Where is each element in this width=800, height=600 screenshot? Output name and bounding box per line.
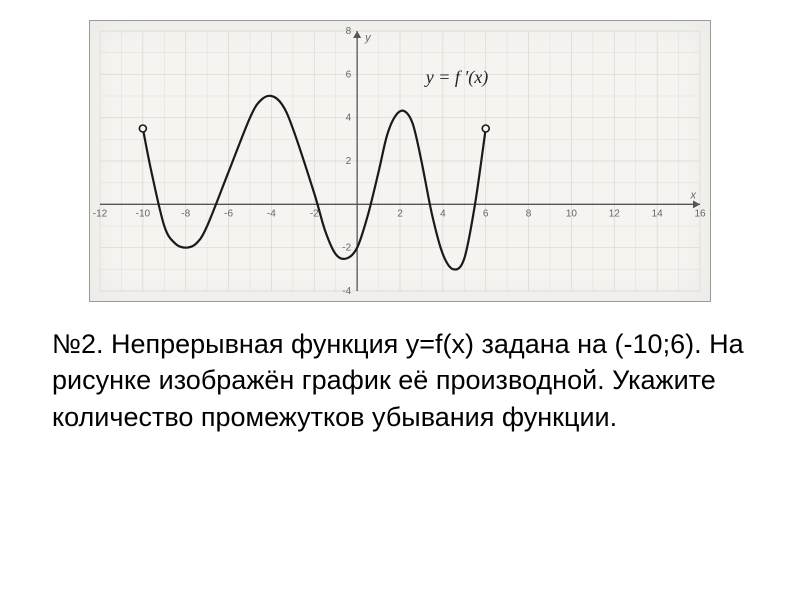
svg-text:12: 12: [609, 208, 621, 219]
svg-text:-8: -8: [181, 208, 190, 219]
svg-text:4: 4: [440, 208, 446, 219]
question-body: Непрерывная функция y=f(x) задана на (-1…: [52, 329, 744, 432]
chart-grid: [100, 31, 700, 291]
svg-text:8: 8: [526, 208, 532, 219]
svg-text:-6: -6: [224, 208, 233, 219]
svg-text:14: 14: [652, 208, 664, 219]
svg-text:-2: -2: [310, 208, 319, 219]
question-number: №2.: [52, 329, 103, 359]
svg-text:-10: -10: [136, 208, 151, 219]
question-text: №2. Непрерывная функция y=f(x) задана на…: [40, 322, 760, 435]
svg-text:-4: -4: [342, 286, 351, 297]
slide: -12 -10 -8 -6 -4 -2 2 4 6 8 10 12 14 16 -4 -2 2 4 6 8 y = f…: [0, 0, 800, 600]
svg-text:-12: -12: [93, 208, 108, 219]
y-axis-label: y: [364, 32, 372, 44]
svg-text:-2: -2: [342, 243, 351, 254]
derivative-chart: -12 -10 -8 -6 -4 -2 2 4 6 8 10 12 14 16 -4 -2 2 4 6 8 y = f…: [89, 20, 711, 302]
svg-text:2: 2: [346, 156, 352, 167]
svg-text:10: 10: [566, 208, 578, 219]
svg-text:8: 8: [346, 26, 352, 37]
svg-text:2: 2: [397, 208, 403, 219]
svg-text:16: 16: [694, 208, 706, 219]
function-label: y = f ′(x): [424, 67, 489, 88]
chart-svg: -12 -10 -8 -6 -4 -2 2 4 6 8 10 12 14 16 -4 -2 2 4 6 8 y = f…: [90, 21, 710, 301]
svg-text:6: 6: [483, 208, 489, 219]
svg-text:4: 4: [346, 113, 352, 124]
x-axis-label: x: [690, 189, 697, 201]
svg-text:-4: -4: [267, 208, 276, 219]
svg-text:6: 6: [346, 69, 352, 80]
